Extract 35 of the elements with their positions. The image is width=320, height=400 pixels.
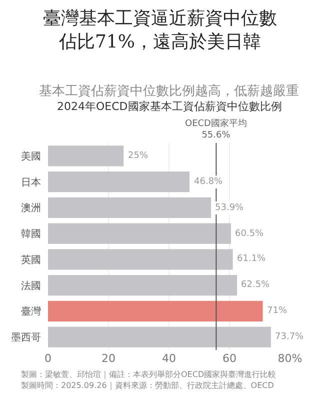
chart-subtitle: 基本工資佔薪資中位數比例越高，低薪越嚴重 <box>39 83 299 99</box>
y-tick-label: 法國 <box>21 280 41 292</box>
y-tick-label: 日本 <box>21 176 41 188</box>
text: 製圖：梁敏萱、邱怡瑄｜備註：本表列舉部分OECD國家與臺灣進行比較 <box>21 370 276 379</box>
data-label: 53.9% <box>215 203 244 213</box>
ref-line-label: OECD國家平均 55.6% <box>185 118 247 141</box>
y-tick-label: 美國 <box>21 150 41 162</box>
chart-title: 臺灣基本工資逼近薪資中位數佔比71%，遠高於美日韓 <box>43 8 277 52</box>
data-label: 46.8% <box>194 177 224 187</box>
y-tick-label: 英國 <box>21 254 41 266</box>
bar <box>48 249 233 270</box>
data-label: 61.1% <box>237 254 266 264</box>
bar <box>48 326 271 348</box>
x-tick-label: 0 <box>44 352 52 365</box>
y-tick-label: 韓國 <box>21 228 41 240</box>
bar <box>48 223 232 244</box>
data-label: 71% <box>267 306 288 316</box>
bar <box>48 197 212 218</box>
bar <box>48 146 124 166</box>
x-tick-label: 20 <box>102 352 116 365</box>
bar <box>48 300 263 322</box>
y-tick-label: 澳洲 <box>21 202 41 214</box>
bar <box>48 171 190 192</box>
data-label: 60.5% <box>235 229 264 239</box>
y-tick-label: 墨西哥 <box>11 332 41 344</box>
data-label: 73.7% <box>275 332 304 342</box>
x-tick-label: 40 <box>162 352 176 365</box>
x-tick-label: 60 <box>222 352 236 365</box>
text: 製圖時間：2025.09.26｜資料來源：勞動部、行政院主計總處、OECD <box>21 381 274 390</box>
text: 2024年OECD國家基本工資佔薪資中位數比例 <box>57 100 282 113</box>
data-label: 25% <box>128 151 148 161</box>
x-tick-label: 80% <box>278 352 302 365</box>
data-label: 62.5% <box>241 280 270 290</box>
y-tick-label: 臺灣 <box>21 306 41 318</box>
bar <box>48 274 238 296</box>
